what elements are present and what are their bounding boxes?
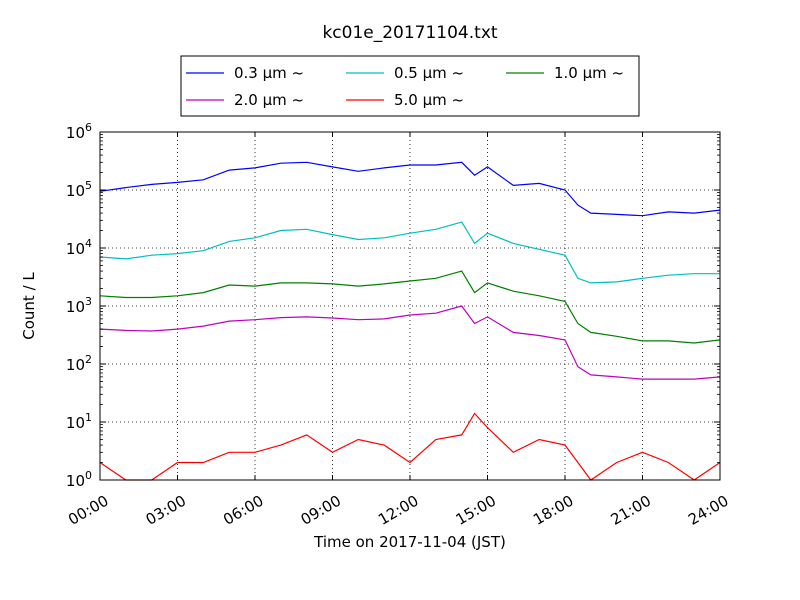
legend-label: 1.0 μm ~ [554,64,624,82]
legend-label: 0.3 μm ~ [234,64,304,82]
legend-box [180,55,640,117]
grid [100,132,720,480]
series-line-1 [99,221,720,284]
legend-label: 5.0 μm ~ [394,91,464,109]
series-line-2 [99,270,721,344]
x-axis-label: Time on 2017-11-04 (JST) [313,533,506,551]
x-tick-label: 18:00 [530,492,576,529]
x-tick-label: 00:00 [65,492,111,529]
x-tick-label: 24:00 [685,492,731,529]
y-tick-label: 101 [66,411,92,432]
x-tick-label: 15:00 [453,492,499,529]
x-tick-label: 12:00 [375,492,421,529]
series-line-3 [99,305,721,380]
series-line-0 [99,161,721,217]
y-tick-label: 102 [66,353,92,374]
x-tick-label: 21:00 [608,492,654,529]
x-tick-label: 09:00 [298,492,344,529]
series-group [99,161,721,481]
x-tick-label: 03:00 [143,492,189,529]
x-tick-label: 06:00 [220,492,266,529]
chart-title: kc01e_20171104.txt [322,23,497,43]
series-line-4 [99,412,721,481]
y-tick-label: 100 [66,469,92,490]
legend-label: 2.0 μm ~ [234,91,304,109]
y-tick-label: 106 [66,121,92,142]
y-axis-label: Count / L [20,272,38,340]
y-tick-label: 105 [66,179,92,200]
legend-label: 0.5 μm ~ [394,64,464,82]
y-tick-label: 103 [66,295,92,316]
y-tick-label: 104 [66,237,92,258]
legend: 0.3 μm ~ 0.5 μm ~ 1.0 μm ~ 2.0 μm ~ 5.0 μm ~ [180,55,640,117]
